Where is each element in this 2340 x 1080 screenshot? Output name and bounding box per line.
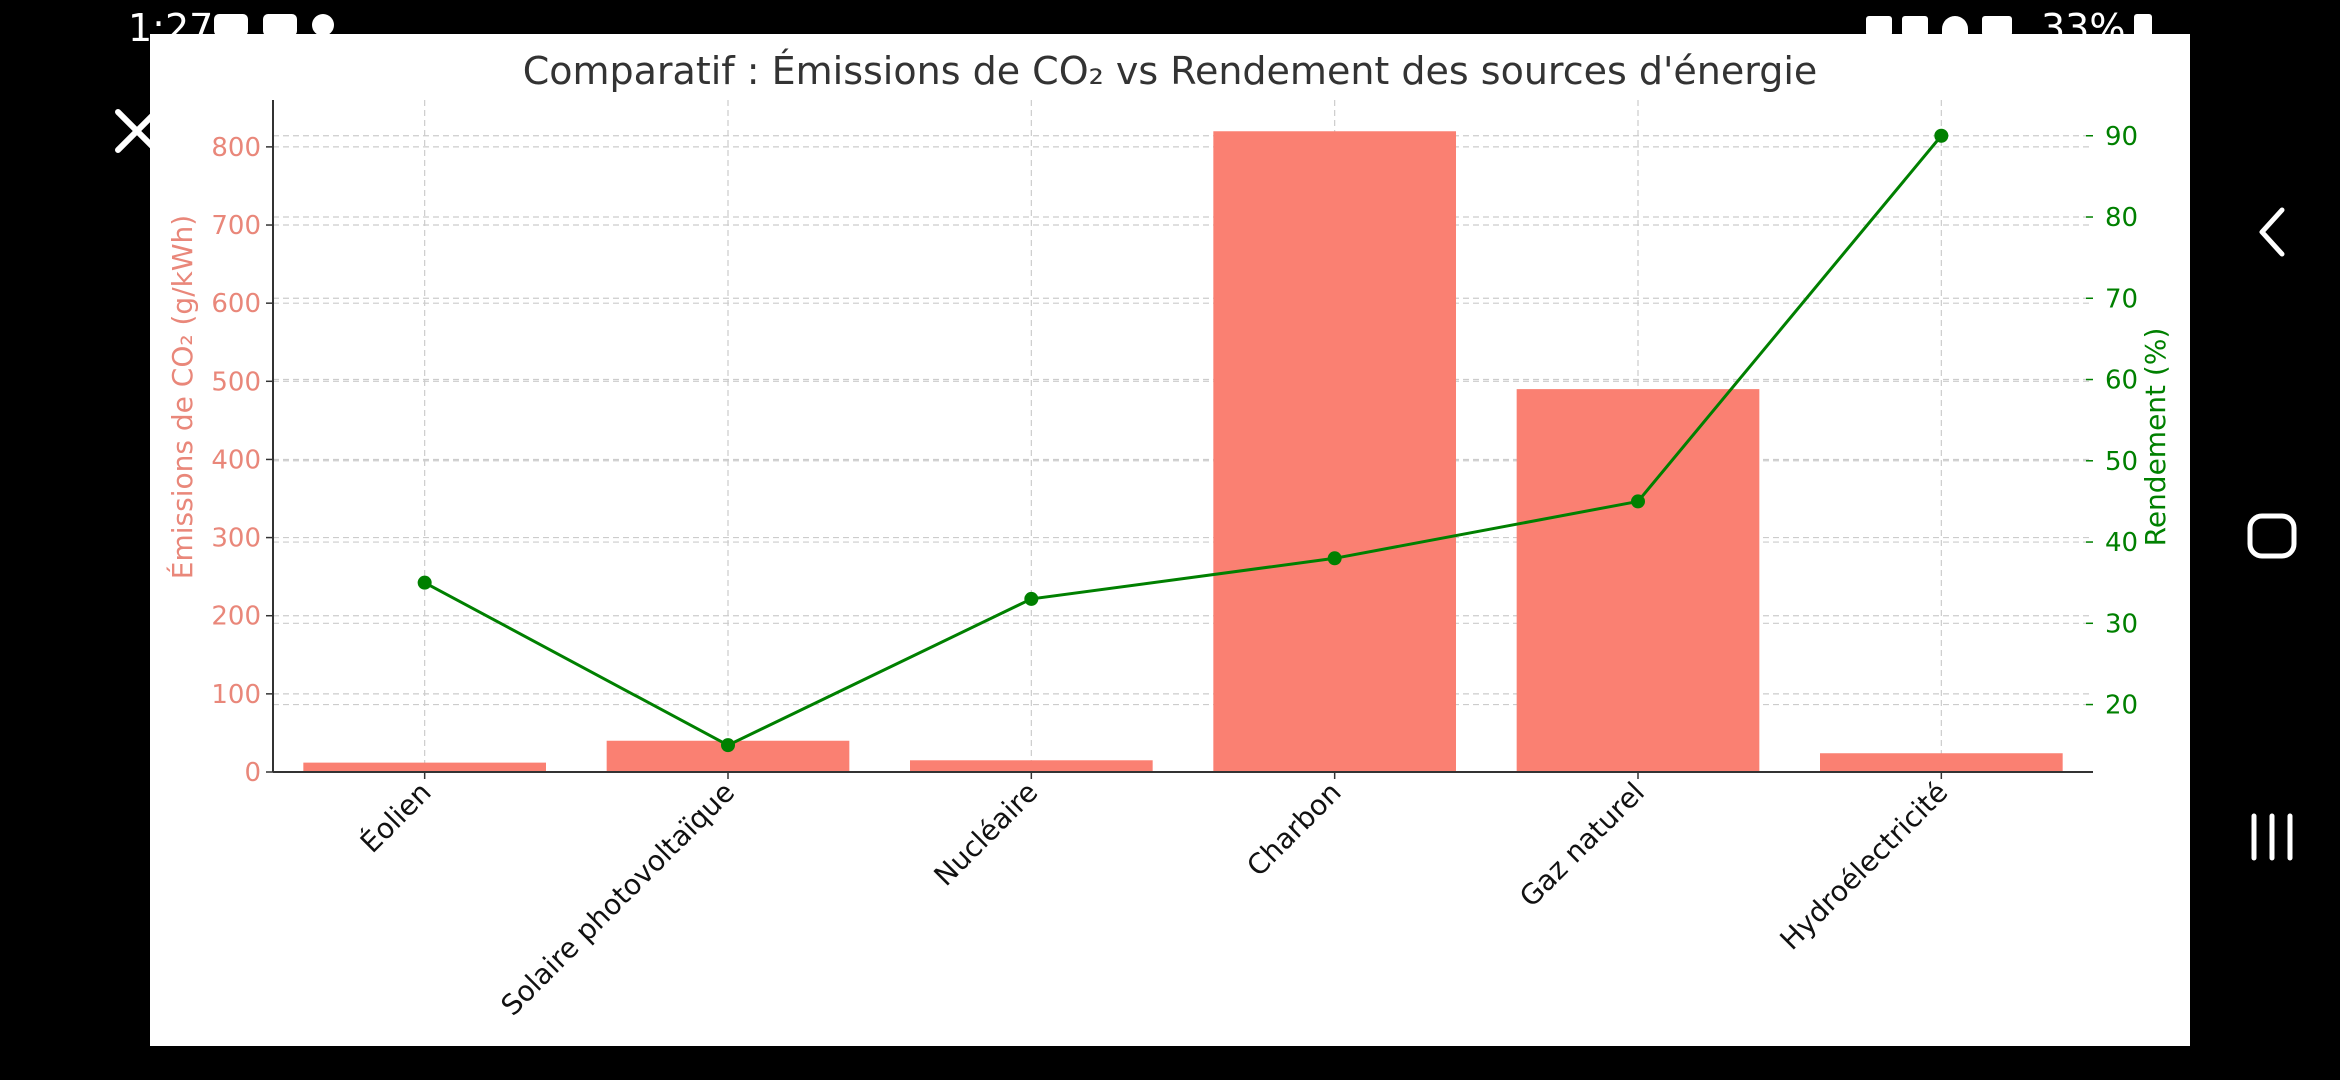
grid: [273, 100, 2093, 772]
bars: [303, 131, 2063, 773]
x-tick-label: Éolien: [353, 775, 437, 859]
battery-icon: [2134, 14, 2152, 38]
left-tick-label: 400: [211, 445, 261, 475]
right-tick-label: 40: [2105, 528, 2138, 558]
bar-6: [1820, 753, 2063, 772]
rendement-point-6: [1934, 128, 1949, 143]
bar-4: [1213, 131, 1456, 773]
status-bar: 1:27 33%: [0, 0, 2340, 48]
x-axis-ticks: Éolien Solaire photovoltaïque Nucléaire Cha…: [353, 772, 1954, 1022]
wifi-icon: [1942, 16, 1968, 36]
right-tick-label: 20: [2105, 691, 2138, 721]
rendement-line: [423, 134, 1943, 747]
x-tick-label: Charbon: [1240, 776, 1347, 883]
notification-icon: [312, 14, 335, 36]
signal-icon: [1982, 16, 2012, 36]
gmail-icon: [263, 14, 298, 36]
y-axis-label-right: Rendement (%): [2139, 328, 2172, 547]
right-tick-label: 30: [2105, 609, 2138, 639]
left-tick-label: 500: [211, 367, 261, 397]
rendement-point-2: [721, 738, 735, 753]
home-icon[interactable]: [2246, 512, 2298, 560]
chart-title: Comparatif : Émissions de CO₂ vs Rendeme…: [523, 49, 1818, 93]
bar-1: [303, 762, 546, 772]
left-tick-label: 100: [211, 680, 261, 710]
right-tick-label: 90: [2105, 122, 2138, 152]
back-icon[interactable]: [2256, 206, 2288, 258]
left-tick-label: 600: [211, 289, 261, 319]
left-tick-label: 300: [211, 524, 261, 554]
recents-icon[interactable]: [2246, 812, 2298, 862]
x-tick-label: Nucléaire: [927, 776, 1044, 893]
left-tick-label: 800: [211, 133, 261, 163]
rendement-line-path: [423, 134, 1943, 747]
battery-saver-icon: [1866, 16, 1892, 36]
x-tick-label: Solaire photovoltaïque: [494, 776, 740, 1022]
rendement-point-3: [1024, 591, 1039, 606]
right-tick-label: 70: [2105, 284, 2138, 314]
close-icon[interactable]: [114, 108, 160, 154]
youtube-icon: [214, 14, 248, 36]
left-tick-label: 0: [244, 758, 261, 788]
right-tick-label: 80: [2105, 203, 2138, 233]
mute-icon: [1902, 16, 1928, 36]
rendement-points: [417, 128, 1949, 753]
rendement-point-4: [1327, 551, 1342, 566]
chart: 0 100 200 300 400 500 600 700 800 20 30 40 50 60 70 80…: [165, 49, 2172, 1022]
status-left-icons: [214, 14, 344, 36]
y-axis-label-left: Émissions de CO₂ (g/kWh): [165, 215, 199, 579]
left-tick-label: 200: [211, 602, 261, 632]
right-axis-ticks: 20 30 40 50 60 70 80 90: [2086, 122, 2138, 721]
x-tick-label: Hydroélectricité: [1773, 776, 1954, 957]
x-tick-label: Gaz naturel: [1513, 776, 1651, 914]
chart-image: 0 100 200 300 400 500 600 700 800 20 30 40 50 60 70 80…: [150, 34, 2190, 1046]
right-tick-label: 50: [2105, 447, 2138, 477]
left-tick-label: 700: [211, 211, 261, 241]
right-tick-label: 60: [2105, 366, 2138, 396]
rendement-point-5: [1631, 494, 1645, 509]
rendement-point-1: [417, 575, 432, 590]
bar-3: [910, 760, 1153, 772]
axes: [272, 100, 2093, 773]
left-axis-ticks: 0 100 200 300 400 500 600 700 800: [211, 133, 273, 788]
bar-5: [1516, 389, 1760, 772]
